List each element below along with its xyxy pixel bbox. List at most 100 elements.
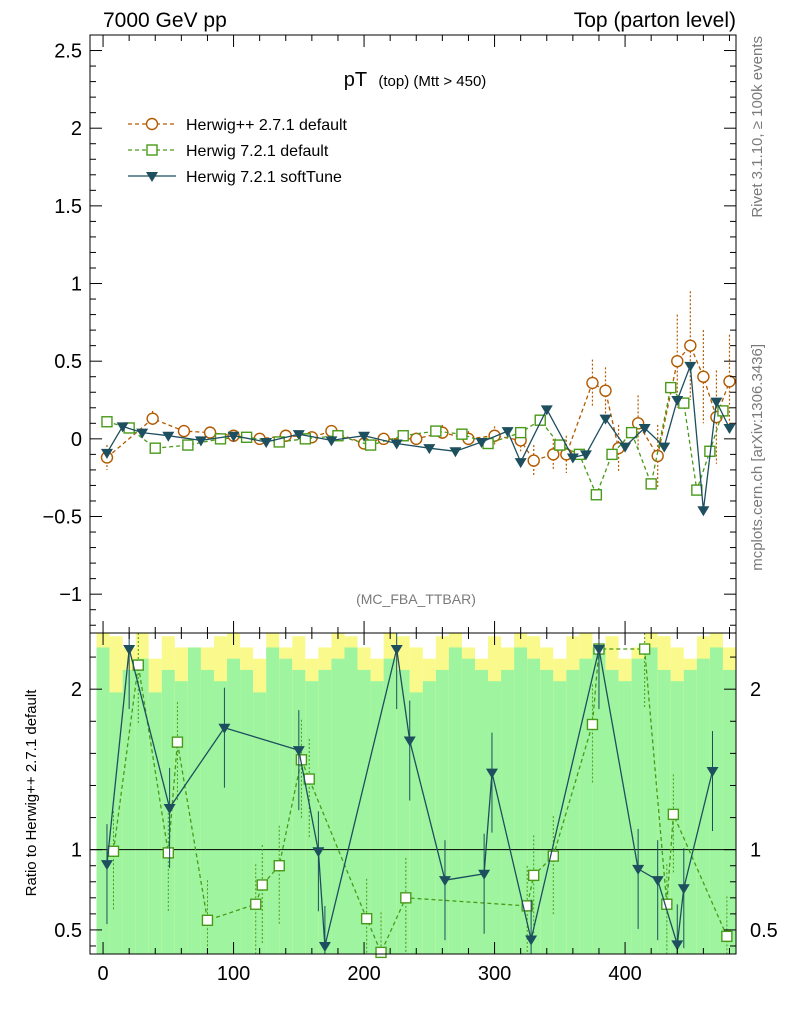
main-data-point bbox=[475, 437, 488, 448]
ratio-band-inner bbox=[187, 647, 201, 954]
ratio-data-point bbox=[273, 860, 285, 872]
main-data-point bbox=[194, 436, 207, 447]
ratio-band-inner bbox=[409, 692, 423, 954]
ratio-band-inner bbox=[213, 681, 228, 954]
ratio-band-inner bbox=[174, 681, 188, 954]
ratio-data-point bbox=[528, 869, 540, 882]
ratio-data-point bbox=[163, 803, 176, 814]
main-data-point bbox=[100, 448, 113, 459]
ratio-plot-panel: 0.5 0.5 1 1 2 2 0 100 200 300 400 Ratio to Herwig+… bbox=[23, 632, 778, 985]
ratio-band-inner bbox=[161, 669, 175, 954]
ratio-series-layer bbox=[100, 633, 733, 959]
main-data-point bbox=[599, 414, 612, 425]
main-data-point bbox=[691, 484, 703, 496]
ratio-data-point bbox=[123, 645, 136, 656]
ratio-band-inner bbox=[644, 647, 658, 954]
main-data-point bbox=[214, 433, 227, 445]
legend-label: Herwig++ 2.7.1 default bbox=[186, 117, 348, 134]
main-data-point bbox=[671, 396, 684, 407]
main-data-point bbox=[665, 381, 677, 394]
ratio-band-inner bbox=[253, 692, 267, 954]
main-data-point bbox=[116, 422, 129, 433]
main-data-point bbox=[203, 426, 217, 439]
ratio-data-point bbox=[638, 643, 651, 655]
ratio-band-inner bbox=[266, 647, 280, 954]
ratio-band-inner bbox=[109, 692, 123, 954]
main-series-1 bbox=[101, 381, 729, 501]
ratio-band-inner bbox=[566, 669, 580, 954]
ratio-y-tick-label-right: 0.5 bbox=[750, 920, 778, 942]
ratio-data-point bbox=[667, 808, 680, 821]
main-data-point bbox=[619, 442, 632, 453]
ratio-band-inner bbox=[448, 647, 462, 954]
ratio-series-line bbox=[112, 648, 728, 955]
rivet-label: Rivet 3.1.10, ≥ 100k events bbox=[749, 36, 766, 218]
ratio-y-tick-label-left: 0.5 bbox=[54, 920, 82, 942]
main-data-point bbox=[723, 375, 736, 388]
plot-title-main: pT bbox=[344, 69, 367, 91]
ratio-data-point bbox=[162, 847, 175, 859]
ratio-band-inner bbox=[435, 669, 449, 954]
ratio-band-inner bbox=[227, 658, 241, 954]
ratio-data-point bbox=[485, 768, 498, 779]
main-data-point bbox=[358, 431, 371, 442]
ratio-data-point bbox=[107, 845, 120, 857]
main-data-point bbox=[697, 506, 710, 517]
main-data-point bbox=[586, 376, 599, 390]
x-tick-label: 400 bbox=[608, 963, 641, 985]
mcplots-label: mcplots.cern.ch [arXiv:1306.3436] bbox=[749, 344, 766, 571]
ratio-data-point bbox=[303, 773, 315, 785]
ratio-data-point bbox=[390, 645, 403, 656]
main-data-point bbox=[599, 384, 612, 397]
main-data-point bbox=[430, 425, 442, 437]
ratio-data-point bbox=[721, 930, 733, 943]
main-data-point bbox=[101, 416, 113, 428]
main-data-point bbox=[651, 449, 664, 463]
ratio-band-inner bbox=[292, 669, 306, 954]
ratio-band-inner bbox=[657, 669, 671, 954]
ratio-band-inner bbox=[240, 669, 254, 954]
ratio-data-point bbox=[312, 847, 325, 858]
ratio-data-point bbox=[256, 879, 268, 891]
main-data-point bbox=[227, 431, 240, 442]
main-data-point bbox=[149, 442, 161, 454]
ratio-data-point bbox=[586, 718, 599, 731]
main-series-layer bbox=[100, 291, 736, 517]
main-y-tick-label: −1 bbox=[59, 584, 82, 606]
ratio-data-point bbox=[525, 935, 538, 946]
main-data-point bbox=[410, 432, 423, 446]
ratio-data-point bbox=[438, 876, 451, 887]
ratio-data-point bbox=[547, 850, 559, 862]
main-data-point bbox=[273, 436, 285, 448]
ratio-band-inner bbox=[488, 681, 502, 954]
main-data-point bbox=[579, 450, 592, 461]
ratio-data-point bbox=[360, 912, 373, 925]
main-y-tick-label: 0 bbox=[71, 429, 82, 451]
main-data-point bbox=[332, 430, 344, 442]
ratio-plot-frame bbox=[89, 632, 737, 955]
header-left: 7000 GeV pp bbox=[103, 9, 227, 32]
x-tick-label: 0 bbox=[97, 963, 108, 985]
main-data-point bbox=[527, 454, 540, 467]
ratio-band-inner bbox=[396, 669, 410, 954]
ratio-data-point bbox=[171, 736, 184, 748]
ratio-band-inner bbox=[722, 669, 736, 954]
ratio-band-inner bbox=[279, 658, 293, 954]
analysis-watermark: (MC_FBA_TTBAR) bbox=[356, 591, 476, 607]
x-tick-label: 100 bbox=[217, 963, 250, 985]
ratio-data-point bbox=[318, 941, 331, 952]
main-data-point bbox=[684, 339, 697, 352]
ratio-band-inner bbox=[618, 681, 632, 954]
main-data-point bbox=[325, 436, 338, 447]
ratio-data-point bbox=[292, 746, 305, 757]
ratio-band-inner bbox=[370, 681, 384, 954]
main-data-point bbox=[397, 430, 409, 442]
main-data-point bbox=[364, 439, 377, 451]
main-data-point bbox=[182, 439, 194, 451]
main-axes: −1 −0.5 0 0.5 1 1.5 2 2.5 bbox=[43, 35, 736, 633]
ratio-band-inner bbox=[344, 647, 358, 954]
main-data-point bbox=[547, 448, 560, 461]
main-data-point bbox=[554, 439, 566, 451]
ratio-band-inner bbox=[461, 658, 475, 954]
